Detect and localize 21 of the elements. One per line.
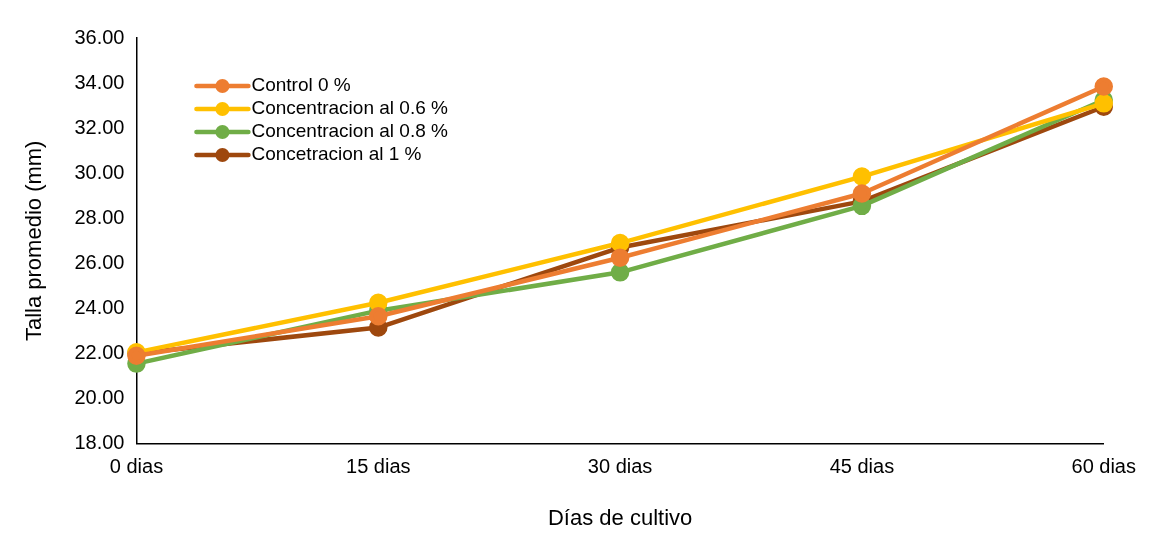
legend-label: Control 0 % bbox=[251, 74, 351, 96]
legend-label: Concetracion al 1 % bbox=[251, 143, 422, 165]
y-tick-label: 22.00 bbox=[74, 340, 125, 363]
y-tick-label: 36.00 bbox=[74, 25, 125, 48]
x-tick-label: 45 dias bbox=[829, 455, 895, 478]
x-tick-label: 15 dias bbox=[346, 455, 411, 478]
x-tick-label: 60 dias bbox=[1071, 455, 1136, 478]
x-tick-label: 0 dias bbox=[109, 455, 164, 478]
y-tick-label: 30.00 bbox=[74, 160, 125, 183]
legend-label: Concentracion al 0.8 % bbox=[251, 120, 448, 142]
x-tick-label: 30 dias bbox=[587, 455, 653, 478]
y-tick-label: 18.00 bbox=[74, 431, 125, 454]
y-tick-label: 32.00 bbox=[74, 115, 125, 138]
y-tick-label: 34.00 bbox=[74, 70, 125, 93]
y-tick-label: 20.00 bbox=[74, 386, 125, 409]
x-axis-title: Días de cultivo bbox=[547, 504, 693, 530]
y-axis-title: Talla promedio (mm) bbox=[21, 140, 47, 342]
y-tick-label: 26.00 bbox=[74, 250, 125, 273]
y-tick-label: 28.00 bbox=[74, 205, 125, 228]
y-tick-label: 24.00 bbox=[74, 295, 125, 318]
legend-label: Concentracion al 0.6 % bbox=[251, 97, 448, 119]
